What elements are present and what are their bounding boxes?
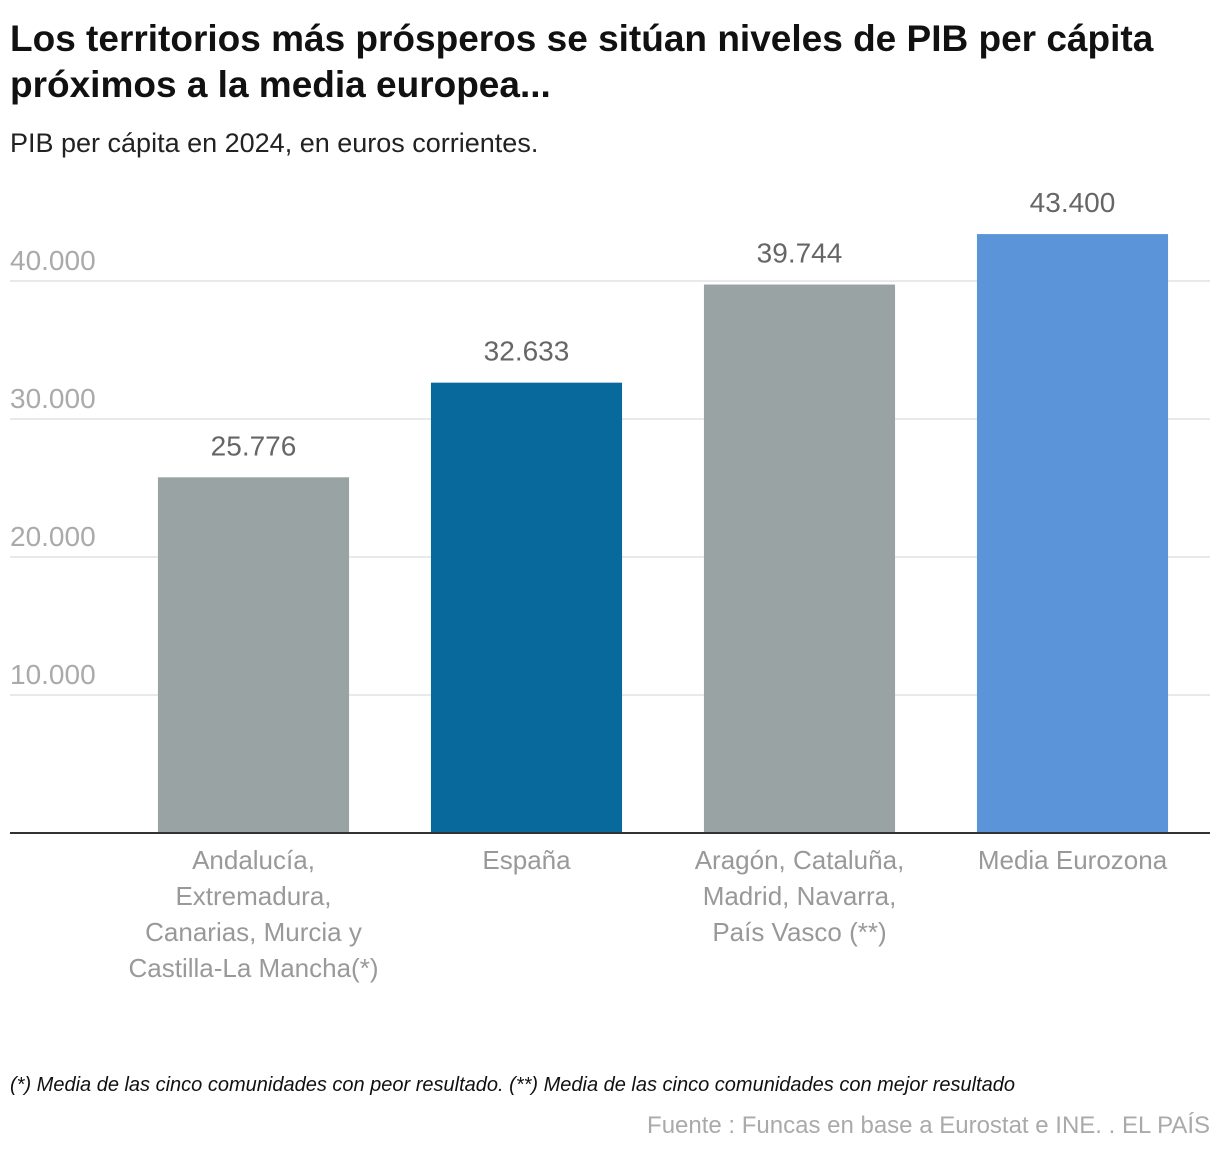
footnote: (*) Media de las cinco comunidades con p…: [10, 1074, 1015, 1096]
value-label: 43.400: [1030, 187, 1116, 218]
y-tick-label: 30.000: [10, 383, 96, 414]
value-label: 25.776: [211, 430, 297, 461]
source: Fuente : Funcas en base a Eurostat e INE…: [647, 1112, 1210, 1139]
y-tick-label: 20.000: [10, 521, 96, 552]
bar: [976, 234, 1169, 833]
x-tick-label: Aragón, Cataluña, Madrid, Navarra, País …: [694, 845, 905, 947]
value-label: 39.744: [757, 238, 843, 269]
value-label: 32.633: [484, 336, 570, 367]
x-tick-label: España: [482, 845, 571, 875]
bar: [703, 284, 896, 833]
x-tick-label: Media Eurozona: [977, 845, 1168, 875]
bar: [430, 382, 623, 833]
x-tick-label: Andalucía, Extremadura, Canarias, Murcia…: [128, 845, 379, 983]
bar: [157, 477, 350, 833]
y-tick-label: 10.000: [10, 659, 96, 690]
chart-title: Los territorios más prósperos se sitúan …: [10, 18, 1154, 105]
chart-subtitle: PIB per cápita en 2024, en euros corrien…: [10, 128, 539, 158]
y-tick-label: 40.000: [10, 245, 96, 276]
